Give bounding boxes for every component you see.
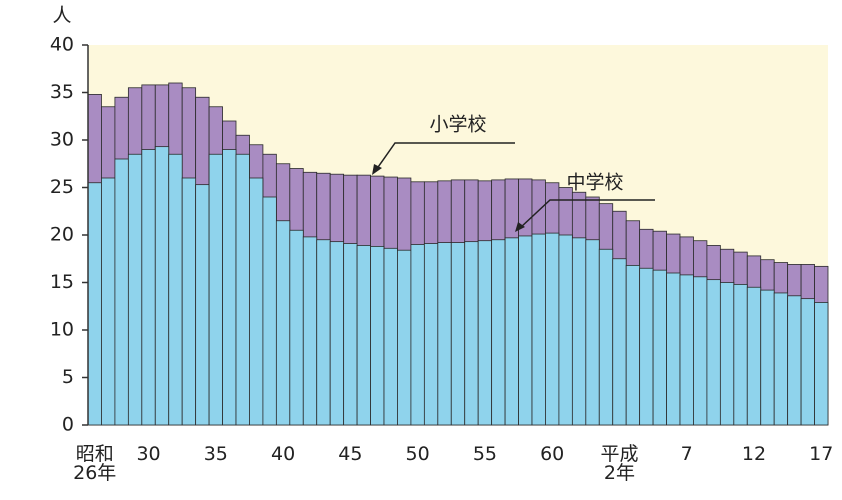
bar: [760, 289, 775, 426]
x-tick-label: 平成 2年: [600, 443, 639, 484]
bar: [491, 239, 506, 426]
y-tick-label: 35: [50, 81, 74, 103]
y-tick-label: 10: [50, 319, 74, 341]
x-tick-label: 17: [809, 443, 834, 465]
annotation-leader: [519, 199, 655, 229]
annotation-label: 中学校: [566, 172, 623, 194]
bar: [222, 149, 237, 426]
bar: [477, 240, 493, 426]
bar: [814, 302, 829, 426]
x-tick-label: 50: [405, 443, 430, 465]
y-unit: 人: [52, 5, 71, 27]
x-tick-label: 12: [741, 443, 767, 465]
y-tick-label: 20: [50, 224, 74, 246]
bar: [410, 244, 425, 426]
bar: [450, 242, 466, 426]
bar: [168, 153, 183, 426]
bar: [302, 236, 318, 426]
bar: [733, 283, 748, 426]
bar: [693, 276, 708, 426]
bar: [625, 264, 641, 426]
bar: [356, 245, 371, 426]
bar: [370, 245, 385, 426]
annotation-leader: [375, 142, 515, 171]
bar: [679, 274, 694, 426]
x-tick-label: 昭和 26年: [73, 443, 117, 484]
x-tick-label: 60: [540, 443, 565, 465]
bar: [181, 177, 197, 426]
y-tick-label: 5: [62, 366, 74, 388]
bar: [531, 233, 546, 426]
bar: [706, 279, 721, 426]
bar: [612, 258, 627, 426]
arrow-head: [372, 164, 382, 175]
series: [87, 146, 829, 426]
bar: [437, 242, 452, 426]
x-tick-label: 35: [203, 443, 228, 465]
x-tick-label: 40: [270, 443, 296, 465]
bar: [208, 153, 223, 426]
bar: [585, 239, 600, 426]
bar: [504, 237, 519, 426]
bar: [746, 286, 762, 426]
bar: [800, 298, 815, 426]
bar: [464, 241, 479, 426]
bar: [558, 234, 573, 426]
bar: [141, 149, 156, 426]
bar: [154, 146, 170, 426]
bar: [235, 153, 250, 426]
bar: [316, 239, 331, 426]
bar: [598, 248, 614, 426]
bar: [383, 247, 398, 426]
x-tick-label: 7: [680, 443, 693, 465]
bar: [518, 235, 533, 426]
bar: [787, 295, 802, 426]
x-tick-label: 45: [338, 443, 363, 465]
bar: [127, 153, 143, 426]
annotation-label: 小学校: [429, 114, 486, 136]
bar: [195, 184, 210, 426]
bar: [571, 237, 587, 426]
x-tick-label: 55: [472, 443, 497, 465]
bar: [262, 196, 277, 426]
bar: [545, 232, 560, 426]
bar: [423, 243, 439, 426]
bar: [397, 249, 412, 426]
bar: [275, 220, 291, 426]
bar: [87, 182, 102, 426]
bar: [114, 158, 129, 426]
y-tick-label: 30: [50, 129, 74, 151]
bar: [652, 269, 667, 426]
bar: [101, 177, 116, 426]
arrow-head: [515, 222, 525, 232]
x-tick-label: 30: [136, 443, 161, 465]
bar: [289, 229, 304, 426]
y-tick-label: 0: [62, 414, 74, 436]
y-tick-label: 15: [50, 271, 74, 293]
bar: [249, 177, 264, 426]
y-tick-label: 25: [50, 176, 74, 198]
bar: [666, 272, 681, 426]
bar: [343, 243, 358, 426]
bar: [719, 282, 735, 426]
bar: [773, 292, 789, 426]
y-tick-label: 40: [50, 34, 74, 56]
bar: [329, 241, 345, 426]
bar: [639, 267, 654, 426]
